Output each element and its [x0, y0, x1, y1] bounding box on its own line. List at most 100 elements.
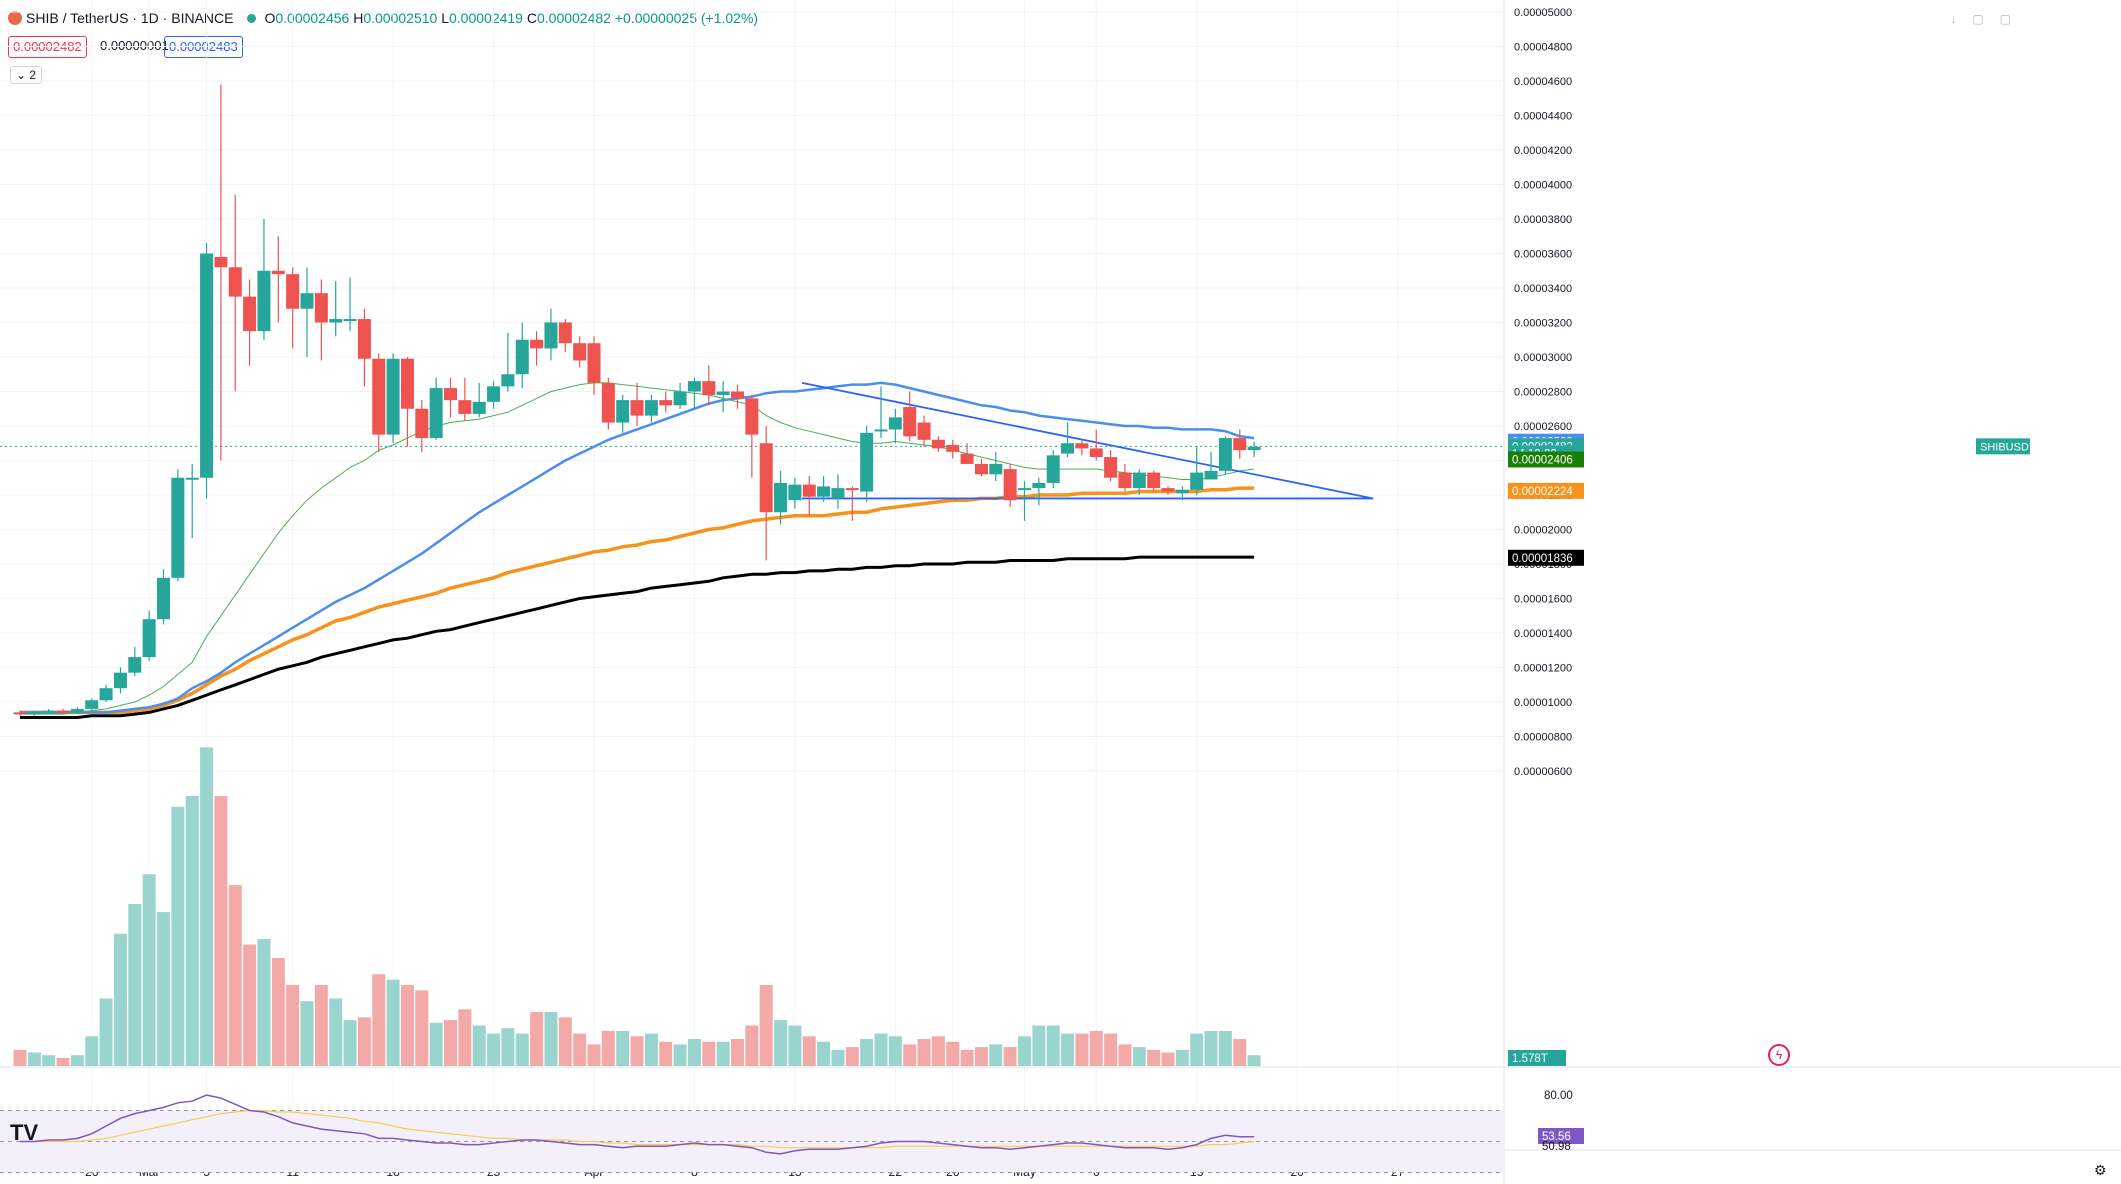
candle-body [343, 319, 357, 322]
candle-body [444, 388, 457, 401]
volume-bar [1032, 1025, 1046, 1066]
y-tick-label: 0.00003800 [1514, 214, 1572, 226]
volume-bar [515, 1033, 529, 1066]
indicators-count: 2 [29, 68, 37, 82]
symbol-tag-text: SHIBUSDT [1980, 441, 2036, 453]
volume-bar [85, 1036, 99, 1066]
y-tick-label: 0.00000600 [1514, 766, 1572, 778]
volume-label-box [1508, 1050, 1566, 1066]
symbol-title[interactable]: SHIB / TetherUS · 1D · BINANCE [26, 10, 234, 26]
volume-bar [630, 1036, 644, 1066]
volume-bar [329, 998, 343, 1066]
volume-bar [659, 1041, 673, 1066]
settings-gear-icon[interactable]: ⚙ [2094, 1162, 2107, 1178]
volume-bar [70, 1055, 84, 1066]
volume-bar [702, 1041, 716, 1066]
y-tick-label: 0.00004400 [1514, 111, 1572, 123]
candle-body [415, 408, 429, 439]
volume-bar [13, 1049, 27, 1066]
rsi-ma-line [20, 1109, 1255, 1149]
candle-body [989, 463, 1003, 475]
rsi-ma-value-label: 50.98 [1542, 1141, 1571, 1153]
volume-bar [56, 1057, 70, 1066]
rsi-value-label: 53.56 [1542, 1131, 1571, 1143]
volume-bar [903, 1044, 917, 1066]
volume-bar [1204, 1030, 1218, 1066]
volume-bar [99, 998, 113, 1066]
volume-bar [27, 1052, 41, 1066]
y-tick-label: 0.00004000 [1514, 180, 1572, 192]
volume-bar [974, 1047, 988, 1066]
candle-body [501, 374, 515, 387]
volume-bar [113, 933, 127, 1066]
volume-bar [960, 1049, 974, 1066]
market-status-icon [247, 13, 257, 23]
volume-bar [157, 912, 170, 1066]
candle-body [214, 256, 228, 268]
volume-bar [300, 1001, 314, 1066]
y-tick-label: 0.00002000 [1514, 525, 1572, 537]
candle-body [157, 577, 170, 620]
volume-bar [415, 990, 429, 1066]
candle-body [142, 619, 156, 658]
candle-body [487, 386, 501, 402]
price-label-text: 0.00001836 [1512, 553, 1573, 565]
volume-bar [587, 1044, 601, 1066]
volume-bar [558, 1017, 572, 1066]
volume-bar [1061, 1033, 1075, 1066]
lightning-icon[interactable]: ϟ [1768, 1044, 1790, 1066]
volume-bar [501, 1028, 515, 1066]
candle-body [530, 339, 544, 349]
volume-bar [817, 1041, 831, 1066]
volume-bar [1118, 1044, 1132, 1066]
volume-bar [831, 1049, 845, 1066]
y-tick-label: 0.00003600 [1514, 249, 1572, 261]
chart-window-controls[interactable]: ↓▢▢ [1950, 12, 2027, 26]
rsi-value-box [1538, 1127, 1584, 1144]
change-value: +0.00000025 (+1.02%) [614, 10, 759, 26]
volume-bar [860, 1039, 874, 1066]
candle-body [1003, 469, 1017, 501]
candle-body [400, 358, 414, 409]
candle-body [630, 400, 644, 416]
candle-body [515, 339, 529, 375]
ohlc-readout: O0.00002456 H0.00002510 L0.00002419 C0.0… [264, 10, 759, 26]
volume-bar [888, 1036, 902, 1066]
volume-bar [429, 1022, 443, 1066]
candle-body [1061, 443, 1075, 454]
candle-body [659, 400, 673, 406]
candle-body [931, 439, 945, 449]
candle-body [831, 488, 845, 499]
tradingview-logo: TV [10, 1120, 39, 1145]
volume-bar [386, 979, 400, 1066]
volume-bar [357, 1017, 371, 1066]
candle-body [1104, 457, 1118, 478]
candle-body [458, 400, 472, 414]
volume-bar [745, 1025, 759, 1066]
volume-bar [917, 1039, 931, 1066]
candle-body [745, 398, 759, 435]
candle-body [860, 432, 874, 492]
ma-blue-line [20, 381, 1255, 714]
symbol-tag-box [1976, 438, 2030, 455]
candle-body [903, 407, 917, 437]
y-tick-label: 0.00002800 [1514, 387, 1572, 399]
volume-bar [42, 1055, 56, 1066]
close-value: 0.00002482 [536, 10, 611, 26]
candle-body [601, 382, 615, 423]
candle-body [874, 429, 888, 432]
y-tick-label: 0.00003200 [1514, 318, 1572, 330]
volume-bar [874, 1033, 888, 1066]
volume-bar [774, 1020, 788, 1066]
candle-body [70, 708, 84, 713]
volume-label-text: 1.578T [1512, 1053, 1548, 1065]
volume-bar [1132, 1047, 1146, 1066]
volume-bar [1190, 1033, 1204, 1066]
candle-body [1046, 455, 1060, 483]
candle-body [200, 253, 214, 478]
volume-bar [271, 958, 285, 1066]
y-tick-label: 0.00001200 [1514, 663, 1572, 675]
candle-body [974, 463, 988, 475]
indicators-collapse-button[interactable]: ⌄ 2 [10, 66, 43, 84]
